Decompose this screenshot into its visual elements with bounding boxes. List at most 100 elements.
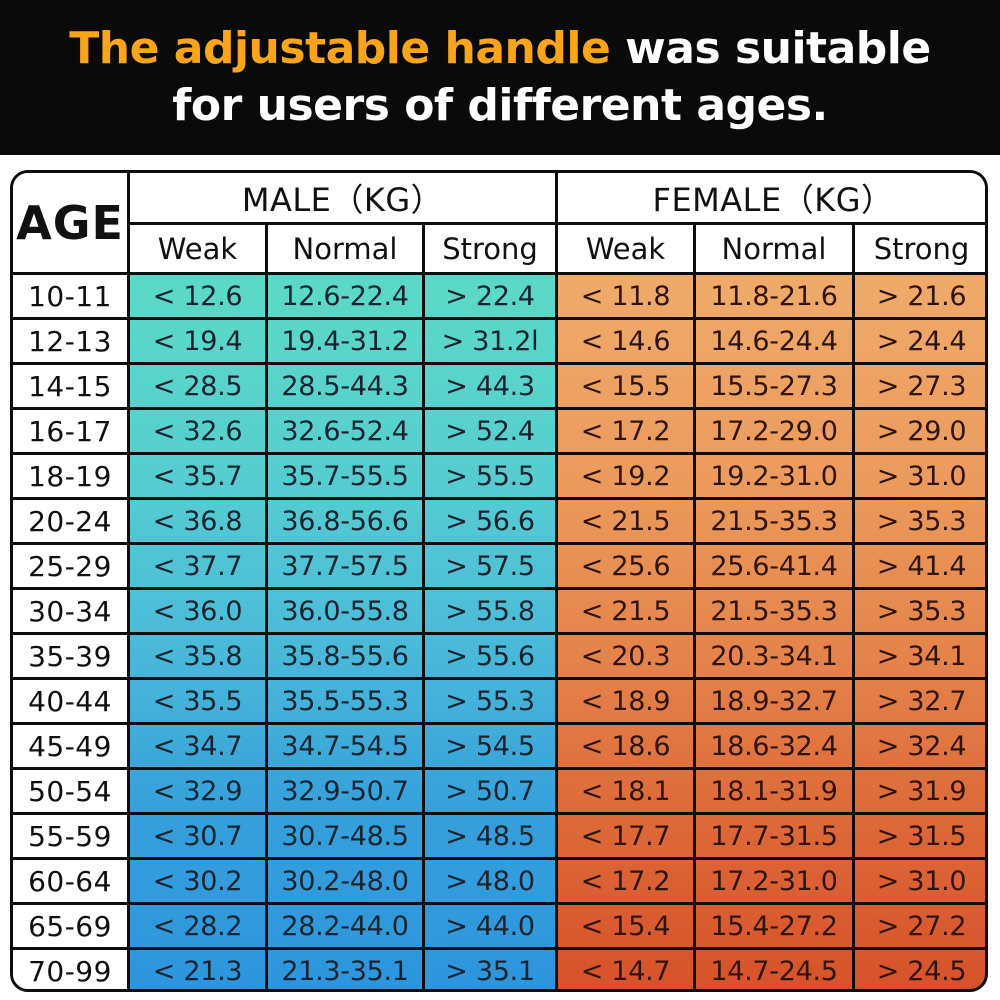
female-value-cell: 14.6-24.4	[693, 317, 856, 365]
female-value-cell: < 15.5	[555, 362, 697, 410]
female-value-cell: 25.6-41.4	[693, 542, 856, 590]
male-value-cell: < 19.4	[127, 317, 268, 365]
female-value-cell: > 21.6	[852, 272, 985, 320]
female-value-cell: < 18.9	[555, 677, 697, 725]
age-cell: 35-39	[13, 632, 130, 680]
table-row: 14-15 < 28.5 28.5-44.3 > 44.3 < 15.5 15.5-27.…	[13, 362, 985, 410]
title-rest: was suitable	[610, 23, 931, 75]
table-row: 10-11 < 12.6 12.6-22.4 > 22.4 < 11.8 11.8-21.…	[13, 272, 985, 320]
female-value-cell: > 31.0	[852, 857, 985, 905]
female-value-cell: 21.5-35.3	[693, 497, 856, 545]
male-value-cell: > 55.5	[421, 452, 559, 500]
age-cell: 20-24	[13, 497, 130, 545]
female-value-cell: > 31.5	[852, 812, 985, 860]
female-normal-header: Normal	[693, 222, 856, 275]
table-row: 60-64 < 30.2 30.2-48.0 > 48.0 < 17.2 17.2-31.…	[13, 857, 985, 905]
female-value-cell: > 29.0	[852, 407, 985, 455]
male-value-cell: > 55.8	[421, 587, 559, 635]
female-value-cell: 18.9-32.7	[693, 677, 856, 725]
table-row: 45-49 < 34.7 34.7-54.5 > 54.5 < 18.6 18.6-32.…	[13, 722, 985, 770]
male-value-cell: 35.8-55.6	[265, 632, 425, 680]
table-row: 50-54 < 32.9 32.9-50.7 > 50.7 < 18.1 18.1-31.…	[13, 767, 985, 815]
sub-header-row: Weak Normal Strong Weak Normal Strong	[13, 222, 985, 275]
male-value-cell: < 32.9	[127, 767, 268, 815]
male-value-cell: < 32.6	[127, 407, 268, 455]
female-value-cell: < 21.5	[555, 587, 697, 635]
male-value-cell: > 35.1	[421, 947, 559, 989]
male-value-cell: > 50.7	[421, 767, 559, 815]
male-value-cell: 35.7-55.5	[265, 452, 425, 500]
male-value-cell: < 35.5	[127, 677, 268, 725]
female-value-cell: > 31.0	[852, 452, 985, 500]
female-weak-header: Weak	[555, 222, 697, 275]
female-value-cell: < 14.7	[555, 947, 697, 989]
age-cell: 40-44	[13, 677, 130, 725]
age-cell: 45-49	[13, 722, 130, 770]
male-value-cell: < 30.2	[127, 857, 268, 905]
female-value-cell: < 17.2	[555, 407, 697, 455]
strength-table: AGE MALE（KG） FEMALE（KG） Weak Normal Stro…	[13, 173, 985, 989]
male-value-cell: 36.8-56.6	[265, 497, 425, 545]
male-value-cell: > 55.3	[421, 677, 559, 725]
female-value-cell: 17.7-31.5	[693, 812, 856, 860]
male-value-cell: > 48.0	[421, 857, 559, 905]
male-strong-header: Strong	[421, 222, 559, 275]
male-value-cell: < 35.8	[127, 632, 268, 680]
female-value-cell: 11.8-21.6	[693, 272, 856, 320]
female-value-cell: 18.1-31.9	[693, 767, 856, 815]
male-value-cell: 28.2-44.0	[265, 902, 425, 950]
female-value-cell: 18.6-32.4	[693, 722, 856, 770]
age-cell: 14-15	[13, 362, 130, 410]
male-value-cell: 19.4-31.2	[265, 317, 425, 365]
age-cell: 70-99	[13, 947, 130, 989]
female-value-cell: > 27.3	[852, 362, 985, 410]
male-value-cell: < 30.7	[127, 812, 268, 860]
female-value-cell: > 34.1	[852, 632, 985, 680]
male-value-cell: 37.7-57.5	[265, 542, 425, 590]
female-value-cell: < 14.6	[555, 317, 697, 365]
age-cell: 18-19	[13, 452, 130, 500]
male-value-cell: < 36.0	[127, 587, 268, 635]
table-row: 12-13 < 19.4 19.4-31.2 > 31.2l < 14.6 14.6-24…	[13, 317, 985, 365]
age-column-header: AGE	[13, 173, 130, 275]
male-normal-header: Normal	[265, 222, 425, 275]
title-line-2: for users of different ages.	[172, 79, 828, 131]
female-value-cell: 17.2-31.0	[693, 857, 856, 905]
male-weak-header: Weak	[127, 222, 268, 275]
female-value-cell: > 27.2	[852, 902, 985, 950]
female-value-cell: 14.7-24.5	[693, 947, 856, 989]
male-value-cell: > 48.5	[421, 812, 559, 860]
female-value-cell: < 11.8	[555, 272, 697, 320]
male-value-cell: < 21.3	[127, 947, 268, 989]
male-value-cell: 21.3-35.1	[265, 947, 425, 989]
table-header: AGE MALE（KG） FEMALE（KG） Weak Normal Stro…	[13, 173, 985, 275]
male-value-cell: 32.9-50.7	[265, 767, 425, 815]
age-cell: 12-13	[13, 317, 130, 365]
female-value-cell: < 17.7	[555, 812, 697, 860]
male-value-cell: 28.5-44.3	[265, 362, 425, 410]
female-value-cell: > 35.3	[852, 497, 985, 545]
age-cell: 60-64	[13, 857, 130, 905]
female-value-cell: < 21.5	[555, 497, 697, 545]
age-cell: 10-11	[13, 272, 130, 320]
male-value-cell: 36.0-55.8	[265, 587, 425, 635]
table-row: 20-24 < 36.8 36.8-56.6 > 56.6 < 21.5 21.5-35.…	[13, 497, 985, 545]
male-group-header: MALE（KG）	[126, 173, 559, 225]
male-value-cell: > 54.5	[421, 722, 559, 770]
age-cell: 30-34	[13, 587, 130, 635]
table-body: 10-11 < 12.6 12.6-22.4 > 22.4 < 11.8 11.8-21.…	[13, 272, 985, 989]
table-row: 40-44 < 35.5 35.5-55.3 > 55.3 < 18.9 18.9-32.…	[13, 677, 985, 725]
female-value-cell: < 18.6	[555, 722, 697, 770]
male-value-cell: < 35.7	[127, 452, 268, 500]
female-value-cell: < 19.2	[555, 452, 697, 500]
male-value-cell: > 52.4	[421, 407, 559, 455]
male-value-cell: < 34.7	[127, 722, 268, 770]
female-value-cell: 20.3-34.1	[693, 632, 856, 680]
male-value-cell: > 22.4	[421, 272, 559, 320]
title-highlight: The adjustable handle	[69, 23, 611, 75]
age-cell: 50-54	[13, 767, 130, 815]
table-row: 35-39 < 35.8 35.8-55.6 > 55.6 < 20.3 20.3-34.…	[13, 632, 985, 680]
title-banner: The adjustable handle was suitable for u…	[0, 0, 1000, 155]
table-row: 30-34 < 36.0 36.0-55.8 > 55.8 < 21.5 21.5-35.…	[13, 587, 985, 635]
male-value-cell: 30.7-48.5	[265, 812, 425, 860]
